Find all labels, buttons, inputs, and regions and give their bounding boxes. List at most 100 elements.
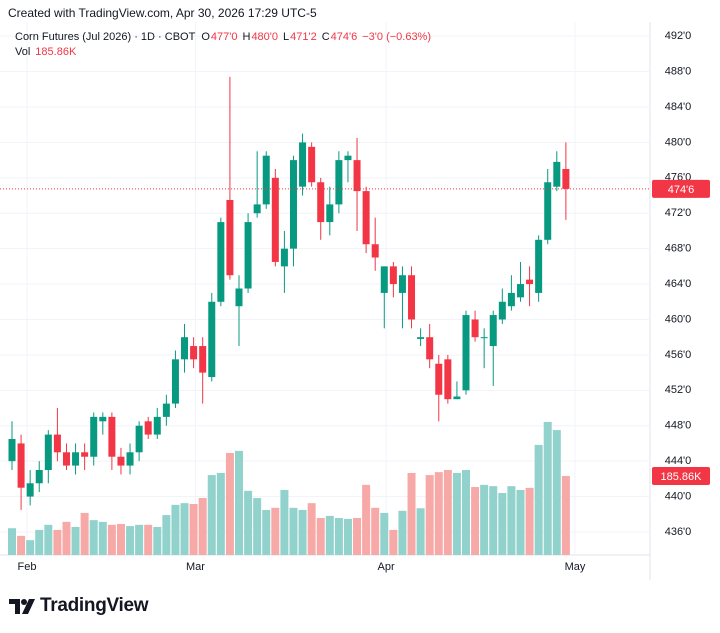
- volume-bar: [316, 518, 325, 555]
- x-tick-label: Apr: [378, 561, 395, 573]
- candle-body: [535, 239, 543, 293]
- candle-body: [362, 191, 370, 245]
- candle-body: [17, 443, 25, 488]
- y-tick-label: 452'0: [665, 384, 692, 396]
- volume-bar: [17, 535, 26, 555]
- x-tick-label: Mar: [186, 561, 205, 573]
- candle-body: [353, 160, 361, 192]
- candle-body: [471, 319, 479, 338]
- candle-body: [162, 403, 170, 417]
- volume-bar: [8, 528, 16, 555]
- volume-bar: [425, 475, 434, 555]
- y-tick-label: 440'0: [665, 490, 692, 502]
- candle-body: [90, 416, 98, 457]
- y-tick-label: 488'0: [665, 65, 692, 77]
- candle-body: [453, 396, 461, 400]
- candle-body: [526, 279, 534, 285]
- candle-body: [226, 199, 234, 276]
- volume-bar: [126, 526, 135, 555]
- logo-icon: [9, 599, 35, 614]
- volume-bar: [371, 507, 380, 555]
- volume-bar: [216, 472, 225, 555]
- y-tick-label: 460'0: [665, 313, 692, 325]
- volume-bar: [552, 430, 561, 555]
- volume-bar: [244, 490, 253, 555]
- volume-bar: [334, 518, 343, 555]
- volume-tag-label: 185.86K: [661, 471, 703, 483]
- candle-body: [299, 142, 307, 187]
- legend-volume-key: Vol: [15, 46, 31, 58]
- volume-bar: [235, 450, 243, 555]
- candle-body: [317, 182, 325, 223]
- candle-body: [99, 416, 107, 422]
- candle-body: [280, 248, 288, 267]
- volume-bar: [180, 503, 189, 555]
- candle-body: [271, 177, 279, 262]
- legend-value: 477'0: [210, 31, 238, 43]
- y-tick-label: 464'0: [665, 278, 692, 290]
- candle-body: [408, 275, 416, 320]
- volume-bar: [253, 498, 262, 555]
- y-tick-label: 456'0: [665, 349, 692, 361]
- legend-key: C: [321, 31, 330, 43]
- candle-body: [444, 359, 452, 400]
- volume-bar: [144, 524, 153, 555]
- candle-body: [253, 204, 261, 214]
- volume-bar: [489, 486, 498, 555]
- candle-body: [153, 416, 161, 435]
- candle-body: [326, 204, 334, 223]
- legend-symbol: Corn Futures (Jul 2026) · 1D · CBOT: [15, 31, 196, 43]
- volume-bar: [262, 509, 271, 555]
- volume-bar: [98, 521, 107, 555]
- y-tick-label: 444'0: [665, 455, 692, 467]
- candle-body: [199, 346, 207, 373]
- candle-body: [380, 266, 388, 293]
- volume-bar: [207, 475, 216, 555]
- volume-bar: [507, 486, 516, 555]
- legend-value: 471'2: [290, 31, 317, 43]
- y-tick-label: 468'0: [665, 243, 692, 255]
- last-price-label: 474'6: [668, 184, 695, 196]
- candle-body: [498, 301, 506, 320]
- volume-bar: [498, 492, 507, 555]
- volume-bar: [462, 470, 470, 555]
- volume-bar: [280, 489, 289, 555]
- volume-bar: [525, 487, 534, 555]
- volume-bar: [53, 529, 62, 555]
- volume-bar: [398, 510, 407, 555]
- candle-body: [53, 434, 61, 453]
- candle-body: [480, 337, 488, 339]
- candle-body: [435, 363, 443, 395]
- candle-body: [171, 359, 179, 404]
- volume-bar: [162, 515, 171, 555]
- candle-body: [426, 337, 434, 360]
- candle-body: [208, 301, 216, 378]
- volume-bar: [89, 520, 98, 555]
- volume-bar: [153, 526, 162, 555]
- volume-bar: [171, 504, 180, 555]
- volume-bar: [325, 515, 334, 555]
- legend-value: 474'6: [330, 31, 358, 43]
- y-tick-label: 436'0: [665, 526, 692, 538]
- legend: Corn Futures (Jul 2026) · 1D · CBOT O477'…: [15, 30, 432, 60]
- volume-bar: [44, 524, 53, 555]
- legend-key: L: [283, 31, 290, 43]
- y-tick-label: 492'0: [665, 30, 692, 42]
- candle-body: [244, 222, 252, 289]
- volume-bar: [534, 444, 543, 555]
- candle-body: [8, 439, 16, 462]
- legend-key: O: [201, 31, 210, 43]
- volume-bar: [71, 526, 80, 555]
- candle-body: [289, 160, 297, 249]
- candle-body: [417, 337, 425, 339]
- candle-body: [344, 155, 352, 161]
- volume-bar: [407, 472, 416, 555]
- volume-bar: [389, 529, 398, 555]
- candle-body: [126, 452, 134, 466]
- x-tick-label: Feb: [17, 561, 36, 573]
- candle-body: [44, 434, 52, 471]
- candle-body: [389, 266, 397, 285]
- volume-bar: [189, 504, 198, 555]
- candle-body: [117, 456, 125, 466]
- y-tick-label: 480'0: [665, 136, 692, 148]
